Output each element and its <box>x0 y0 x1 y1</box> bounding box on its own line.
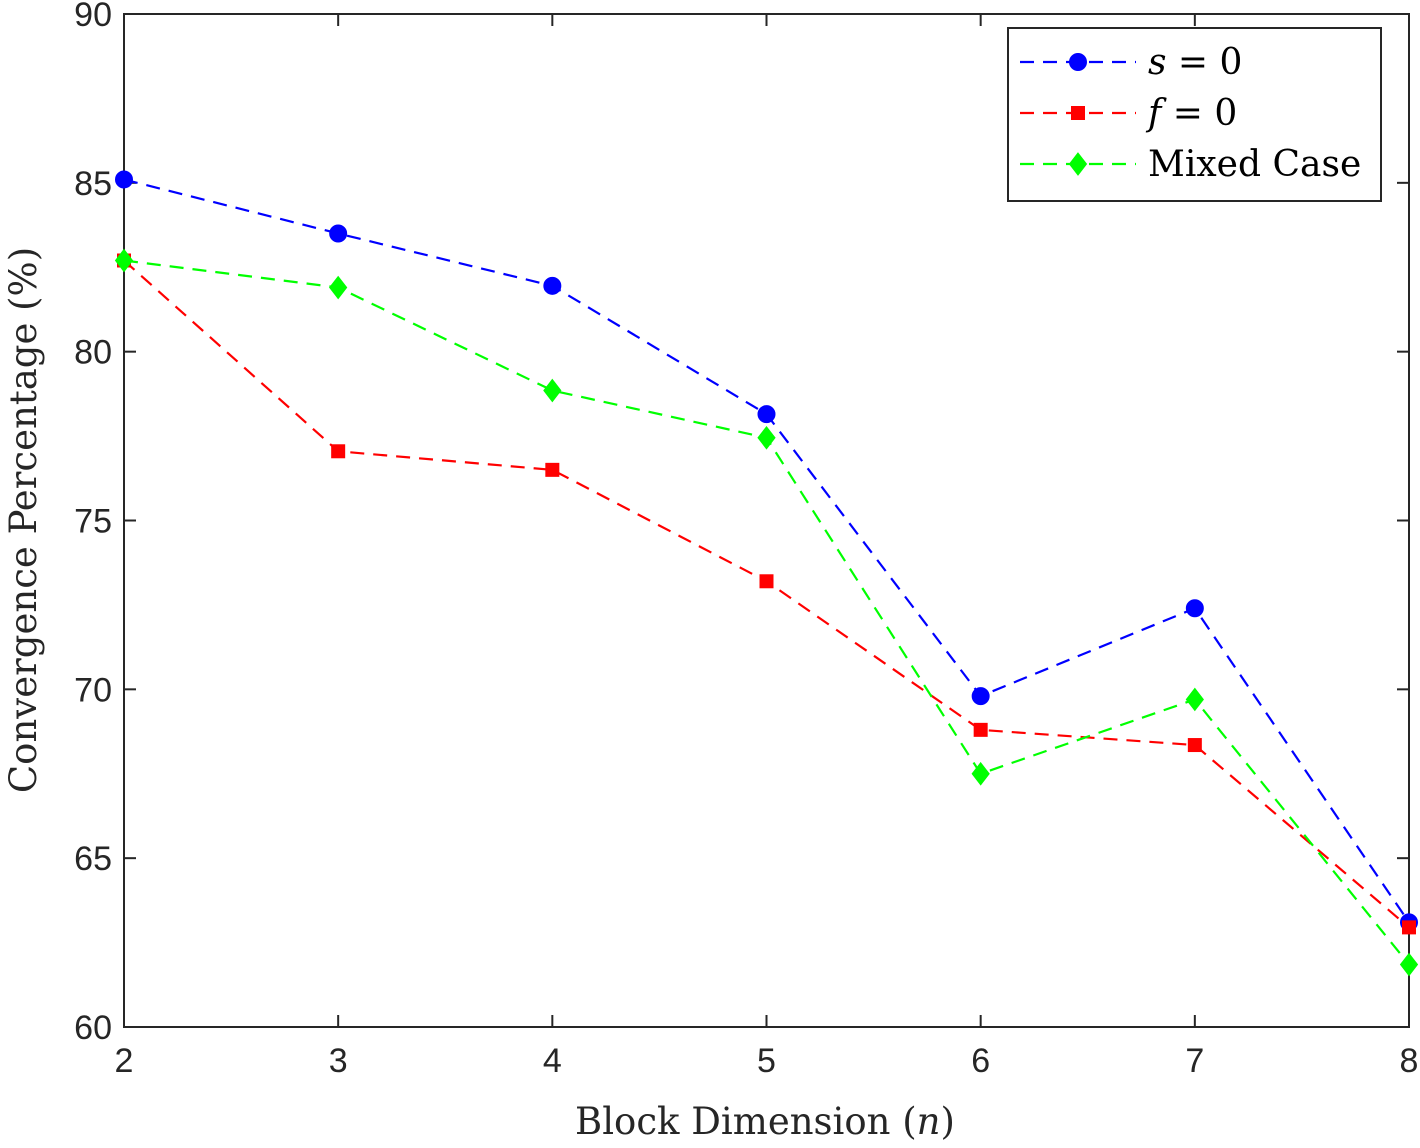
x-tick-label: 3 <box>329 1042 348 1080</box>
series-diamond <box>114 248 1419 977</box>
legend-item: Mixed Case <box>1020 144 1361 185</box>
x-tick-label: 4 <box>543 1042 562 1080</box>
data-point-diamond <box>114 248 134 273</box>
data-point-diamond <box>1399 952 1419 977</box>
y-axis: 60 65 70 75 80 85 90 <box>74 0 1409 1047</box>
y-tick-label: 80 <box>74 334 112 372</box>
y-tick-label: 75 <box>74 503 112 541</box>
series-layer <box>114 170 1419 977</box>
x-axis-title-prefix: Block Dimension ( <box>575 1100 917 1143</box>
data-point-square <box>759 574 774 589</box>
x-tick-label: 6 <box>971 1042 990 1080</box>
data-point-square <box>1402 920 1416 935</box>
data-point-circle <box>1185 599 1204 618</box>
x-tick-label: 5 <box>757 1042 776 1080</box>
data-point-diamond <box>1185 687 1204 712</box>
legend-label-rest: = 0 <box>1166 42 1242 83</box>
data-point-diamond <box>329 275 348 300</box>
legend-label: s = 0 <box>1148 42 1242 83</box>
x-axis-title: Block Dimension (n) <box>575 1100 955 1143</box>
x-tick-label: 7 <box>1185 1042 1204 1080</box>
legend-marker-square <box>1071 106 1085 120</box>
x-tick-label: 8 <box>1400 1042 1419 1080</box>
y-axis-title: Convergence Percentage (%) <box>2 247 45 793</box>
x-axis: 2 3 4 5 6 7 8 <box>115 14 1419 1080</box>
legend-label: f = 0 <box>1145 93 1237 134</box>
data-point-diamond <box>543 378 562 403</box>
data-point-square <box>973 722 988 737</box>
legend-label: Mixed Case <box>1148 144 1361 185</box>
legend-marker-diamond <box>1068 152 1088 176</box>
data-point-circle <box>115 170 133 189</box>
y-tick-label: 85 <box>74 165 112 203</box>
data-point-diamond <box>971 761 990 786</box>
legend-label-var: s <box>1148 42 1166 83</box>
data-point-square <box>1187 738 1202 753</box>
y-tick-label: 70 <box>74 671 112 709</box>
data-point-circle <box>971 687 990 706</box>
x-tick-label: 2 <box>115 1042 134 1080</box>
y-tick-label: 90 <box>74 0 112 34</box>
y-tick-label: 65 <box>74 840 112 878</box>
data-point-diamond <box>757 425 776 450</box>
legend-label-rest: = 0 <box>1161 93 1237 134</box>
x-axis-title-suffix: ) <box>941 1100 955 1143</box>
data-point-square <box>545 462 560 477</box>
data-point-circle <box>543 276 562 295</box>
x-axis-title-var: n <box>917 1100 941 1143</box>
y-tick-label: 60 <box>74 1009 112 1047</box>
data-point-square <box>331 444 346 459</box>
data-point-circle <box>329 224 348 243</box>
legend-box <box>1007 27 1382 202</box>
legend-marker-circle <box>1069 53 1087 71</box>
legend-item: s = 0 <box>1020 42 1242 83</box>
legend-item: f = 0 <box>1020 93 1237 134</box>
data-point-circle <box>757 405 776 424</box>
